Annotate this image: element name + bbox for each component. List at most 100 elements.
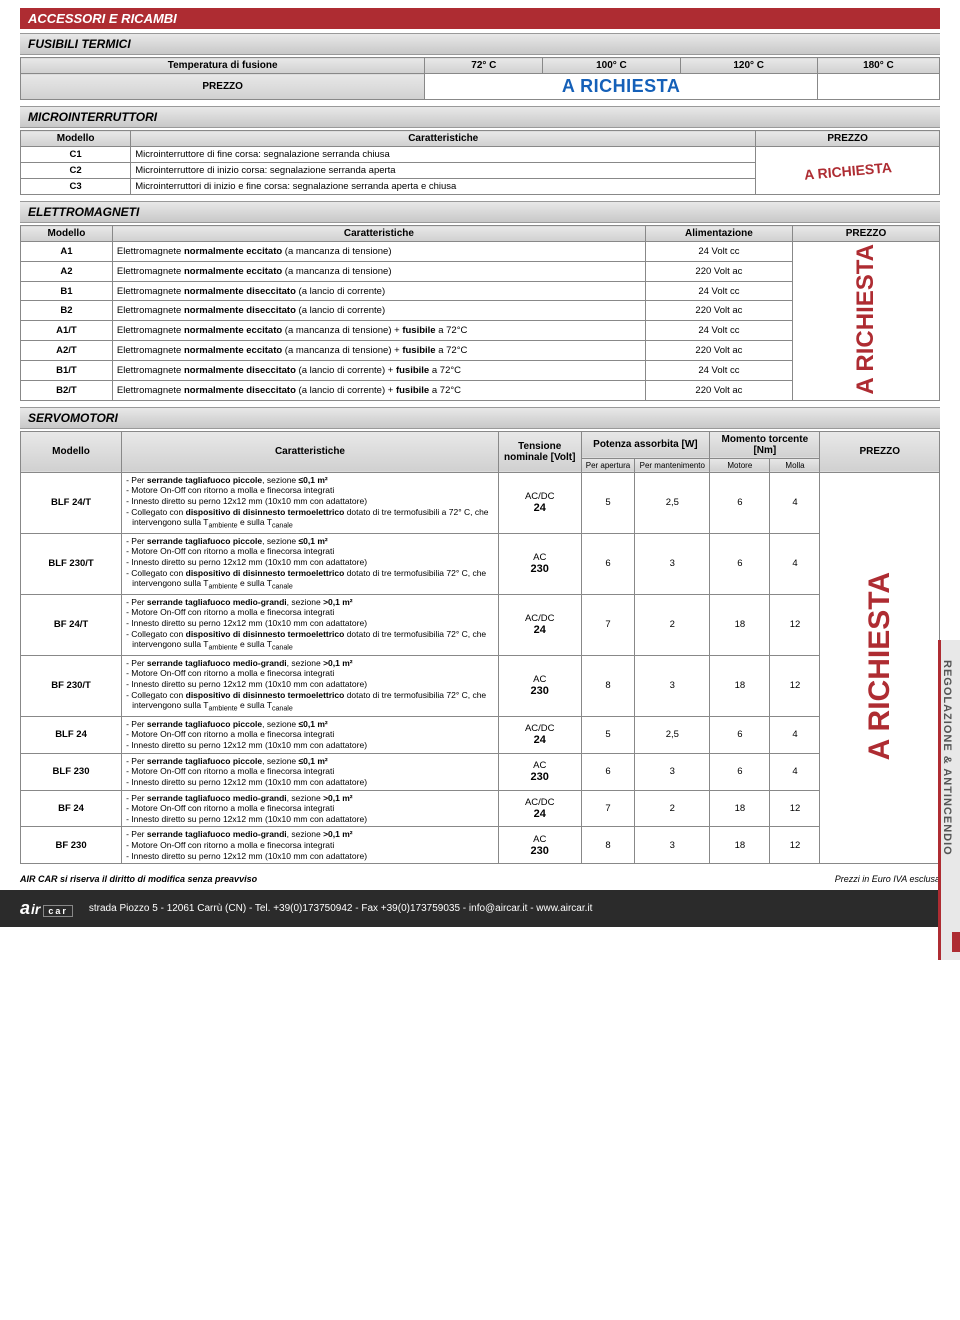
el-m: B2/T	[56, 385, 77, 396]
sv-ml: 12	[770, 594, 820, 655]
sv-ml: 12	[770, 790, 820, 827]
table-row: BLF 230/T - Per serrande tagliafuoco pic…	[21, 533, 940, 594]
side-tab-text: REGOLAZIONE & ANTINCENDIO	[941, 640, 953, 856]
micro-col-1: Caratteristiche	[131, 131, 756, 147]
section-micro: MICROINTERRUTTORI	[20, 106, 940, 128]
el-c: Elettromagnete normalmente diseccitato (…	[112, 360, 645, 380]
micro-col-2: PREZZO	[756, 131, 940, 147]
logo-ir: ir	[31, 901, 40, 917]
el-col-0: Modello	[21, 226, 113, 242]
table-row: BLF 24/T - Per serrande tagliafuoco picc…	[21, 472, 940, 533]
sv-pm: 2,5	[635, 716, 710, 753]
table-row: C1 Microinterruttore di fine corsa: segn…	[21, 147, 940, 163]
sv-ml: 4	[770, 533, 820, 594]
micro-col-0: Modello	[21, 131, 131, 147]
el-a: 220 Volt ac	[645, 380, 792, 400]
sv-col-prezzo: PREZZO	[820, 431, 940, 472]
sv-pm: 3	[635, 827, 710, 864]
sv-sub-ml: Molla	[770, 458, 820, 472]
sv-mt: 18	[710, 655, 770, 716]
el-c: Elettromagnete normalmente eccitato (a m…	[112, 261, 645, 281]
sv-pm: 3	[635, 533, 710, 594]
el-c: Elettromagnete normalmente eccitato (a m…	[112, 321, 645, 341]
sv-m: BLF 24	[55, 729, 87, 740]
sv-col-caratt: Caratteristiche	[122, 431, 499, 472]
sv-desc: - Per serrande tagliafuoco medio-grandi,…	[122, 655, 499, 716]
sv-ml: 4	[770, 753, 820, 790]
sv-pa: 8	[581, 655, 635, 716]
sv-pm: 2	[635, 594, 710, 655]
sv-col-modello: Modello	[21, 431, 122, 472]
micro-c2: Microinterruttori di inizio e fine corsa…	[131, 179, 756, 195]
el-c: Elettromagnete normalmente diseccitato (…	[112, 301, 645, 321]
el-col-1: Caratteristiche	[112, 226, 645, 242]
side-tab: REGOLAZIONE & ANTINCENDIO	[938, 640, 960, 960]
el-c: Elettromagnete normalmente diseccitato (…	[112, 380, 645, 400]
sv-col-momento: Momento torcente [Nm]	[710, 431, 820, 458]
servo-table: Modello Caratteristiche Tensione nominal…	[20, 431, 940, 865]
table-row: BLF 24 - Per serrande tagliafuoco piccol…	[21, 716, 940, 753]
sv-pa: 7	[581, 790, 635, 827]
micro-m1: C2	[70, 165, 82, 176]
sv-m: BF 24	[58, 803, 84, 814]
fusibili-row-label: Temperatura di fusione	[21, 58, 425, 74]
elettro-table: Modello Caratteristiche Alimentazione PR…	[20, 225, 940, 401]
sv-desc: - Per serrande tagliafuoco medio-grandi,…	[122, 594, 499, 655]
sv-pa: 5	[581, 472, 635, 533]
sv-volt: AC230	[498, 827, 581, 864]
sv-sub-mt: Motore	[710, 458, 770, 472]
el-a: 220 Volt ac	[645, 341, 792, 361]
sv-ml: 4	[770, 472, 820, 533]
sv-mt: 18	[710, 790, 770, 827]
elettro-a-richiesta: A RICHIESTA	[852, 244, 880, 395]
section-fusibili: FUSIBILI TERMICI	[20, 33, 940, 55]
el-m: B1	[60, 286, 72, 297]
sv-m: BLF 24/T	[51, 497, 91, 508]
sv-desc: - Per serrande tagliafuoco medio-grandi,…	[122, 827, 499, 864]
footer-left: AIR CAR si riserva il diritto di modific…	[20, 874, 257, 884]
sv-m: BF 230/T	[51, 680, 91, 691]
page-header: ACCESSORI E RICAMBI	[20, 8, 940, 29]
sv-sub-pm: Per mantenimento	[635, 458, 710, 472]
sv-desc: - Per serrande tagliafuoco medio-grandi,…	[122, 790, 499, 827]
logo-a: a	[20, 898, 30, 919]
sv-mt: 6	[710, 472, 770, 533]
micro-m0: C1	[70, 149, 82, 160]
fusibili-table: Temperatura di fusione 72° C 100° C 120°…	[20, 57, 940, 100]
servo-a-richiesta: A RICHIESTA	[863, 572, 897, 760]
micro-a-richiesta: A RICHIESTA	[803, 159, 892, 183]
sv-pa: 6	[581, 533, 635, 594]
footer-address: strada Piozzo 5 - 12061 Carrù (CN) - Tel…	[89, 903, 593, 914]
sv-col-potenza: Potenza assorbita [W]	[581, 431, 710, 458]
table-row: BF 230/T - Per serrande tagliafuoco medi…	[21, 655, 940, 716]
sv-mt: 18	[710, 827, 770, 864]
sv-desc: - Per serrande tagliafuoco piccole, sezi…	[122, 753, 499, 790]
sv-pa: 5	[581, 716, 635, 753]
table-row: BF 24/T - Per serrande tagliafuoco medio…	[21, 594, 940, 655]
micro-c1: Microinterruttore di inizio corsa: segna…	[131, 163, 756, 179]
el-a: 24 Volt cc	[645, 321, 792, 341]
sv-mt: 6	[710, 716, 770, 753]
sv-desc: - Per serrande tagliafuoco piccole, sezi…	[122, 533, 499, 594]
table-row: A1 Elettromagnete normalmente eccitato (…	[21, 242, 940, 262]
sv-m: BLF 230/T	[48, 558, 93, 569]
sv-volt: AC/DC24	[498, 790, 581, 827]
el-m: A2	[60, 266, 72, 277]
el-c: Elettromagnete normalmente eccitato (a m…	[112, 242, 645, 262]
sv-pa: 7	[581, 594, 635, 655]
sv-mt: 18	[710, 594, 770, 655]
sv-volt: AC/DC24	[498, 594, 581, 655]
el-a: 24 Volt cc	[645, 242, 792, 262]
footer-bar: air car strada Piozzo 5 - 12061 Carrù (C…	[0, 890, 960, 927]
sv-volt: AC230	[498, 655, 581, 716]
table-row: BF 24 - Per serrande tagliafuoco medio-g…	[21, 790, 940, 827]
sv-m: BF 24/T	[54, 619, 88, 630]
sv-volt: AC230	[498, 533, 581, 594]
el-m: A1/T	[56, 325, 77, 336]
micro-table: Modello Caratteristiche PREZZO C1 Microi…	[20, 130, 940, 195]
logo-car: car	[43, 905, 73, 917]
side-red-square-icon	[952, 932, 960, 952]
table-row: BLF 230 - Per serrande tagliafuoco picco…	[21, 753, 940, 790]
table-row: BF 230 - Per serrande tagliafuoco medio-…	[21, 827, 940, 864]
fusibili-prezzo-label: PREZZO	[21, 74, 425, 100]
